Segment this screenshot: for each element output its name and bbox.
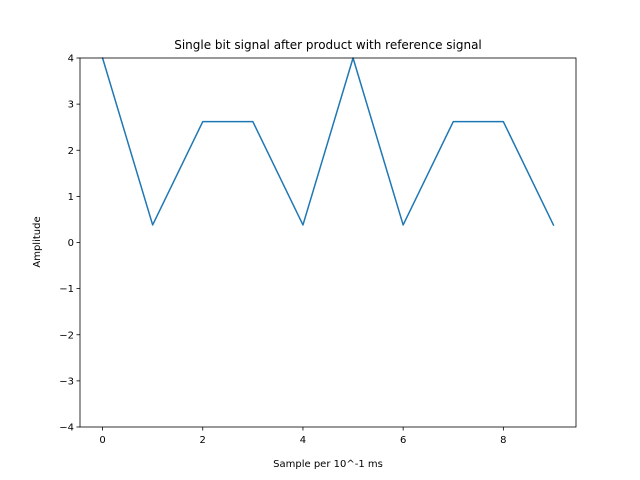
x-tick-label: 2 [200,435,206,446]
y-tick-label: 2 [68,146,74,157]
x-tick-label: 6 [400,435,406,446]
y-tick-label: 3 [68,100,74,111]
y-tick-label: 1 [68,192,74,203]
y-tick-label: −2 [59,330,74,341]
series-line [101,57,555,226]
y-axis-ticks: −4 −3 −2 −1 0 1 2 3 4 [59,54,80,434]
y-tick-label: 0 [68,238,74,249]
x-tick-label: 8 [500,435,506,446]
x-tick-label: 4 [300,435,306,446]
y-axis-label: Amplitude [32,216,43,267]
y-tick-label: 4 [68,54,74,65]
x-tick-label: 0 [99,435,105,446]
y-tick-label: −3 [59,376,74,387]
x-axis-label: Sample per 10^-1 ms [273,459,383,470]
series-layer [101,57,555,226]
chart-title: Single bit signal after product with ref… [174,38,482,52]
plot-frame [79,57,577,428]
y-tick-label: −1 [59,284,74,295]
y-tick-label: −4 [59,423,74,434]
x-axis-ticks: 0 2 4 6 8 [99,427,507,446]
